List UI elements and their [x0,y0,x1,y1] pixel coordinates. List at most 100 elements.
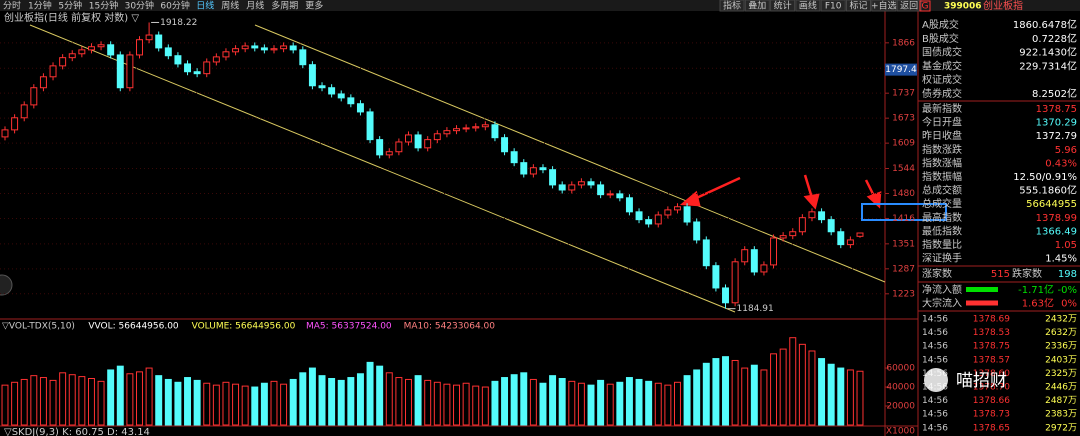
volume-bar [577,382,585,426]
period-tab[interactable]: 日线 [196,0,214,12]
volume-unit: X1000 [886,427,915,436]
volume-bar [145,367,153,426]
action-button[interactable]: 叠加 [748,1,766,12]
tick-volume: 2487万 [1045,396,1077,406]
candle-body [520,162,528,175]
candle-body [414,134,422,149]
candle-body [779,235,787,239]
y-tick-label: 1416 [892,214,915,224]
volume-header: VVOL: 56644956.00 [88,322,179,332]
candle-body [453,128,460,132]
period-tab[interactable]: 60分钟 [160,0,189,12]
volume-bar [539,382,547,426]
volume-bar [193,379,201,426]
candle-body [693,221,701,241]
period-tab[interactable]: 月线 [246,0,264,12]
period-tab[interactable]: 30分钟 [125,0,154,12]
volume-bar [750,364,758,426]
action-button[interactable]: 统计 [774,0,792,12]
volume-bar [270,380,278,426]
volume-bar [59,372,67,426]
action-button[interactable]: 画线 [799,0,817,12]
flow-label: 净流入额 [922,283,962,296]
period-tab[interactable]: 15分钟 [89,0,118,12]
action-button-bg [871,0,897,12]
action-button[interactable]: F10 [825,2,842,12]
tick-price: 1378.60 [973,369,1010,379]
y-tick-label: 1737 [892,89,915,99]
row-label: 指数振幅 [922,170,962,183]
candle-body [87,46,95,51]
flow-pct: 0% [1061,299,1077,310]
candle-body [625,197,633,213]
y-tick-label: 1866 [892,38,915,48]
volume-bar [20,378,28,426]
volume-bar [232,383,240,426]
row-label: 深证换手 [922,252,962,265]
scroll-button[interactable] [0,274,13,296]
row-label: 指数涨跌 [922,143,962,156]
candle-body [501,137,509,153]
candle-body [405,134,412,143]
tick-price: 1378.57 [973,355,1010,365]
trend-line [29,24,736,313]
period-tab[interactable]: 分时 [3,0,21,12]
candle-body [558,184,566,191]
tick-price: 1378.70 [973,383,1010,393]
tick-volume: 2325万 [1045,369,1077,379]
y-tick-label: 1544 [892,164,915,174]
period-tab[interactable]: 1分钟 [28,0,52,12]
candle-body [49,65,57,78]
row-value: 1372.79 [1036,131,1077,142]
row-label: 今日开盘 [922,116,962,129]
candle-body [337,93,345,99]
candle-body [856,232,864,237]
candle-body [30,87,38,106]
candle-body [702,239,710,267]
action-button[interactable]: 指标 [723,0,741,12]
volume-bar [328,378,336,426]
candle-body [270,48,278,51]
action-button[interactable]: +自选 [871,0,897,12]
breadth-label: 涨家数 [922,267,952,280]
arrow [691,176,741,202]
volume-bar [212,384,220,426]
candle-body [481,124,489,128]
volume-bar [587,384,595,426]
tick-time: 14:56 [922,342,948,352]
period-tab[interactable]: 多周期 [271,0,298,12]
volume-bar [376,365,384,426]
volume-bar [107,369,115,426]
action-button-bg [744,0,770,12]
action-button[interactable]: 标记 [849,0,867,12]
period-tab[interactable]: 5分钟 [58,0,82,12]
candle-body [145,34,153,41]
arrow [803,174,814,199]
volume-bar [760,369,768,426]
row-value: 0.43% [1045,158,1077,169]
volume-bar [405,378,412,426]
volume-bar [260,382,268,426]
volume-bar [49,379,57,426]
candle-body [184,63,192,73]
highlight-box [861,203,947,221]
candle-body [722,287,729,304]
tick-price: 1378.66 [973,396,1010,406]
action-button[interactable]: 返回 [900,0,918,12]
period-tab[interactable]: 周线 [221,0,239,12]
tick-volume: 2432万 [1045,315,1077,325]
row-value: 1370.29 [1036,118,1077,129]
candle-body [491,124,499,139]
period-tab[interactable]: 更多 [305,0,323,12]
candle-body [472,126,480,129]
action-button-bg [770,0,796,12]
y-tick-label: 1223 [892,289,915,299]
trend-line [254,24,886,283]
candle-body [827,219,835,233]
volume-tick-label: 60000 [886,364,915,374]
candle-body [39,76,47,89]
candle-body [155,34,163,49]
volume-bar [164,378,172,426]
chart-title: 创业板指(日线 前复权 对数) ▽ [4,11,139,24]
row-label: 指数量比 [922,238,962,251]
